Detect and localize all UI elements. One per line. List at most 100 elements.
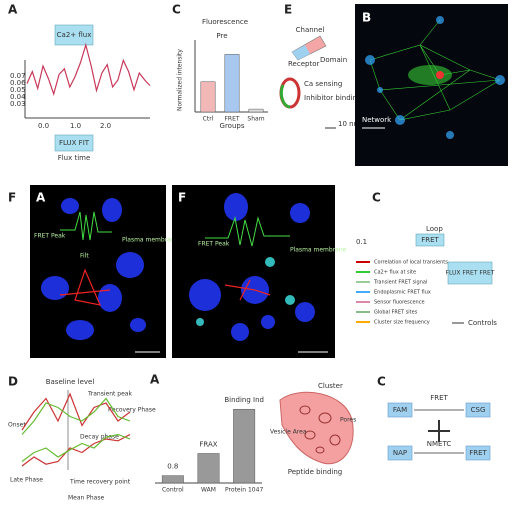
x-axis-label: Flux time xyxy=(58,154,91,162)
trace xyxy=(205,216,290,247)
x-axis-label: Groups xyxy=(220,122,245,130)
x-tick-label: Protein 1047 xyxy=(225,487,263,494)
line xyxy=(21,392,131,431)
y-axis-label: Normalized intensity xyxy=(177,49,184,111)
box-text: FLUX FRET FRET xyxy=(446,270,495,277)
cell xyxy=(279,391,354,465)
label: Vesicle Area xyxy=(270,429,307,436)
node xyxy=(465,402,491,418)
cells xyxy=(189,193,315,341)
legend-label: Correlation of local transients xyxy=(374,260,448,266)
label: Cluster xyxy=(318,382,343,390)
image xyxy=(30,185,166,358)
x-tick-label: 0.0 xyxy=(38,122,49,130)
label: 0.1 xyxy=(356,238,367,246)
label: FRET Peak xyxy=(34,233,66,240)
label: Ca sensing xyxy=(304,80,342,88)
label: Plasma membrane xyxy=(122,237,179,244)
bar xyxy=(248,108,264,113)
legend-label: Cluster size frequency xyxy=(374,320,430,326)
bar xyxy=(197,453,220,484)
bar xyxy=(224,54,240,113)
node xyxy=(465,445,491,461)
caption: Network xyxy=(362,116,392,124)
edges xyxy=(414,409,464,454)
y-tick-label: 0.06 xyxy=(10,79,26,87)
value-label: 0.8 xyxy=(167,463,178,471)
panel-label: C xyxy=(372,191,381,205)
node-label: FAM xyxy=(393,406,407,414)
label: Recovery Phase xyxy=(108,407,156,414)
value-label: FRAX xyxy=(199,440,217,448)
label: Plasma membrane xyxy=(290,247,347,254)
label: Loop xyxy=(426,225,443,233)
blob xyxy=(408,65,452,85)
nodes xyxy=(365,16,505,139)
line xyxy=(21,397,131,435)
shape xyxy=(292,45,310,60)
box-text: Ca2+ flux xyxy=(57,31,92,39)
box xyxy=(54,134,94,152)
trace xyxy=(60,211,112,241)
node xyxy=(387,445,413,461)
label: FRET Peak xyxy=(198,241,230,248)
x-tick-label: Sham xyxy=(247,116,264,123)
x-tick-label: Ctrl xyxy=(203,116,214,123)
legend-label: Sensor fluorescence xyxy=(374,300,425,306)
chart-title: Fluorescence xyxy=(202,18,248,26)
edge-label: FRET xyxy=(430,394,448,402)
box xyxy=(54,24,94,46)
panel-label: D xyxy=(8,375,18,389)
panel-label: A xyxy=(8,3,18,17)
x-tick-label: 1.0 xyxy=(70,122,81,130)
y-tick-label: 0.03 xyxy=(10,100,26,108)
vesicles xyxy=(299,405,341,454)
legend-label: Endoplasmic FRET flux xyxy=(374,290,431,296)
image xyxy=(172,185,335,358)
label: Transient peak xyxy=(87,391,132,398)
panel-label: E xyxy=(284,3,292,17)
label: Controls xyxy=(468,319,497,327)
label: Onset xyxy=(8,422,26,429)
bar xyxy=(161,475,184,484)
trace xyxy=(224,279,271,301)
label: Peptide binding xyxy=(288,468,342,476)
line xyxy=(21,433,131,467)
box-text: FRET xyxy=(421,236,439,244)
label: Late Phase xyxy=(10,477,43,484)
label: Inhibitor binding xyxy=(304,94,362,102)
cells xyxy=(41,198,146,340)
panel-label: B xyxy=(362,11,371,25)
x-tick-label: 2.0 xyxy=(100,122,111,130)
label: Pores xyxy=(340,417,356,424)
label: Receptor xyxy=(288,60,319,68)
scale-text: 10 nm xyxy=(338,120,361,128)
bar xyxy=(233,408,256,484)
bar xyxy=(200,81,216,113)
legend-label: Global FRET sites xyxy=(374,310,418,316)
panel-label: C xyxy=(377,375,386,389)
value-label: Binding Ind xyxy=(224,396,264,404)
y-tick-label: 0.05 xyxy=(10,86,26,94)
blob xyxy=(436,71,444,79)
node-label: FRET xyxy=(469,449,487,457)
trace xyxy=(59,268,111,306)
legend-label: Ca2+ flux at site xyxy=(374,270,416,276)
label: Domain xyxy=(320,56,347,64)
label: Channel xyxy=(296,26,325,34)
box xyxy=(447,261,493,285)
label: Time recovery point xyxy=(69,479,131,486)
line xyxy=(21,433,131,462)
legend-label: Transient FRET signal xyxy=(373,280,427,286)
box-text: FLUX FIT xyxy=(59,139,90,147)
label: Decay phase xyxy=(80,434,119,441)
panel-label: A xyxy=(36,191,46,205)
ring xyxy=(279,84,291,109)
x-tick-label: WAM xyxy=(201,487,216,494)
box xyxy=(415,233,445,247)
panel-label: F xyxy=(178,191,186,205)
image xyxy=(355,4,508,166)
edge-label: NMETC xyxy=(427,440,452,448)
node-label: NAP xyxy=(393,449,407,457)
